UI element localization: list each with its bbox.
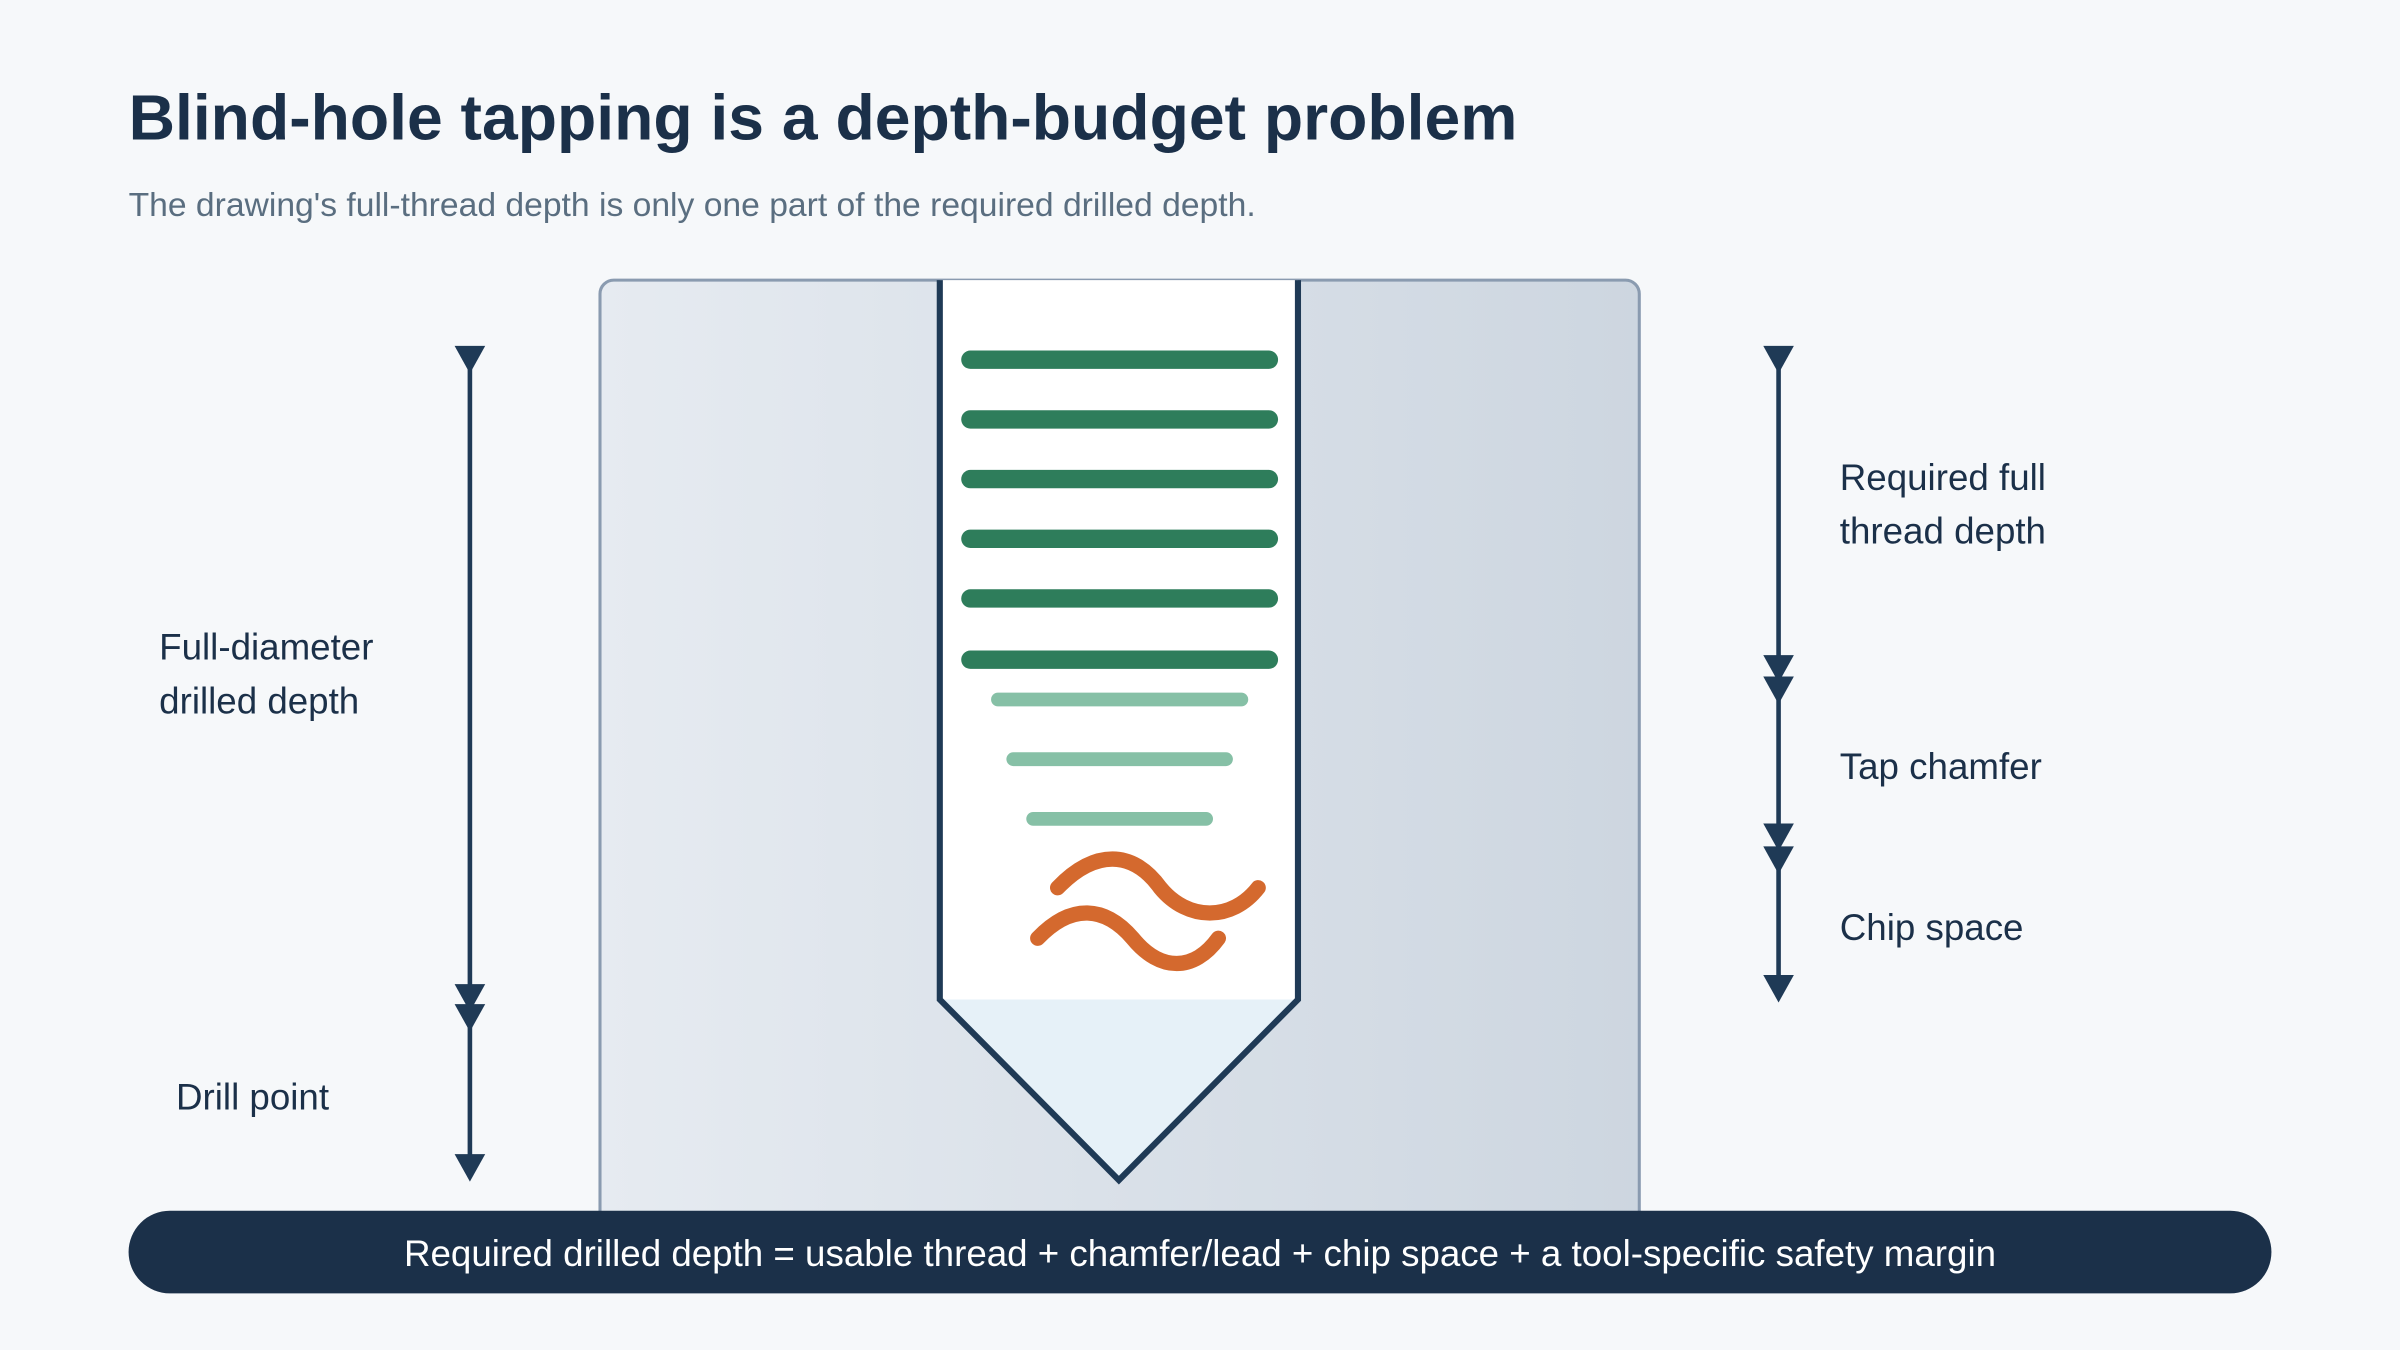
hole-outline (936, 280, 1302, 1185)
label: Chip space (1840, 907, 2024, 948)
label: Full-diameter (159, 627, 373, 668)
subtitle: The drawing's full-thread depth is only … (129, 187, 1256, 224)
footer-bar (128, 1210, 2272, 1294)
chamfer-threads (991, 692, 1249, 826)
drill-point (939, 999, 1298, 1181)
label: Tap chamfer (1840, 746, 2042, 787)
label: thread depth (1840, 510, 2046, 551)
label: Required full (1840, 457, 2046, 498)
label: drilled depth (159, 680, 359, 721)
dimension-arrows (454, 345, 1794, 1182)
label: Drill point (176, 1077, 329, 1118)
full-threads (961, 350, 1279, 669)
title: Blind-hole tapping is a depth-budget pro… (129, 81, 1518, 153)
chips (1030, 851, 1266, 971)
footer-text: Required drilled depth = usable thread +… (404, 1233, 1996, 1274)
